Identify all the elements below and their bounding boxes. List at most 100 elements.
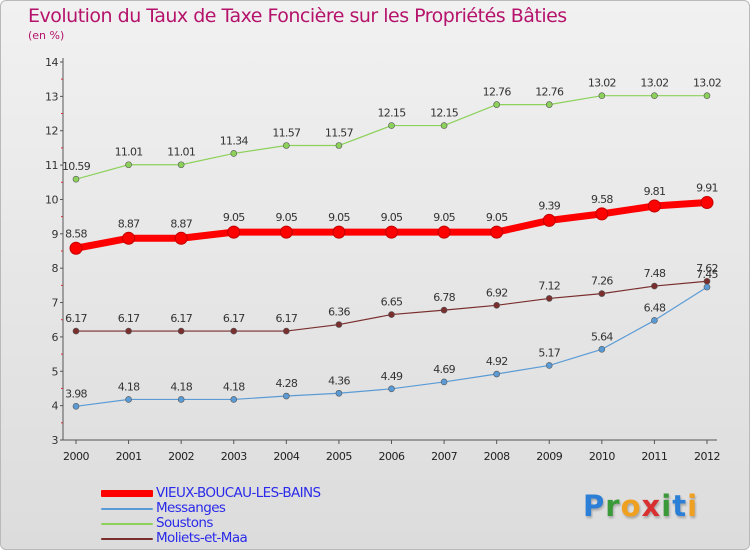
- data-label: 11.01: [115, 146, 143, 159]
- legend-item-moliets: Moliets-et-Maa: [101, 531, 401, 546]
- data-point: [651, 282, 658, 290]
- chart-subtitle: (en %): [28, 29, 65, 42]
- data-label: 6.65: [381, 296, 403, 309]
- data-point: [703, 92, 711, 99]
- data-point: [335, 142, 343, 149]
- data-point: [332, 225, 346, 239]
- data-point: [335, 321, 343, 328]
- data-point: [651, 92, 658, 99]
- data-point: [72, 403, 80, 410]
- data-label: 6.36: [328, 306, 350, 319]
- data-label: 6.17: [223, 312, 245, 325]
- data-point: [283, 392, 290, 400]
- data-label: 4.92: [486, 355, 508, 368]
- data-label: 12.15: [378, 107, 407, 120]
- data-point: [72, 175, 80, 183]
- data-point: [125, 327, 132, 335]
- data-point: [177, 161, 185, 169]
- data-point: [388, 311, 395, 318]
- chart-title: Evolution du Taux de Taxe Foncière sur l…: [28, 5, 567, 27]
- data-point: [647, 199, 661, 213]
- x-tick-label: 2007: [431, 450, 457, 463]
- data-label: 9.05: [275, 211, 297, 224]
- data-label: 4.18: [170, 380, 192, 393]
- data-label: 6.17: [170, 312, 192, 325]
- data-label: 8.58: [65, 227, 87, 240]
- data-label: 5.17: [538, 346, 560, 359]
- data-label: 7.26: [591, 275, 613, 288]
- y-tick-label: 9: [52, 228, 59, 241]
- legend-label: Messanges: [156, 500, 226, 516]
- logo-letter: t: [672, 489, 688, 523]
- data-label: 4.18: [223, 380, 245, 393]
- data-point: [69, 241, 83, 255]
- data-label: 6.17: [118, 312, 140, 325]
- data-point: [283, 142, 290, 149]
- legend-item-soustons: Soustons: [101, 516, 401, 531]
- legend-item-vieux-boucau: VIEUX-BOUCAU-LES-BAINS: [101, 486, 401, 501]
- data-label: 9.05: [328, 211, 350, 224]
- data-label: 11.57: [272, 127, 301, 140]
- data-point: [122, 231, 136, 245]
- data-label: 13.02: [588, 77, 616, 90]
- data-label: 6.92: [486, 286, 508, 299]
- data-label: 13.02: [640, 77, 668, 90]
- data-point: [177, 396, 185, 403]
- data-point: [125, 396, 132, 403]
- data-point: [230, 150, 238, 157]
- data-point: [388, 122, 395, 129]
- data-point: [279, 225, 293, 239]
- data-point: [542, 213, 556, 227]
- data-point: [598, 290, 606, 297]
- data-label: 4.69: [433, 363, 455, 376]
- data-label: 7.45: [696, 268, 718, 281]
- logo-letter: o: [620, 489, 642, 523]
- data-point: [545, 362, 553, 369]
- x-tick-label: 2010: [589, 450, 615, 463]
- data-point: [595, 207, 609, 221]
- data-label: 12.76: [483, 86, 512, 99]
- data-label: 9.05: [381, 211, 403, 224]
- y-tick-label: 8: [52, 262, 59, 275]
- data-point: [440, 306, 448, 314]
- y-tick-label: 3: [52, 434, 59, 447]
- x-tick-label: 2009: [536, 450, 562, 463]
- x-tick-label: 2000: [63, 450, 89, 463]
- legend-label: Moliets-et-Maa: [156, 530, 248, 546]
- y-tick-label: 10: [45, 193, 58, 206]
- data-label: 7.48: [644, 267, 666, 280]
- data-point: [490, 225, 504, 239]
- data-point: [598, 345, 606, 353]
- legend-item-messanges: Messanges: [101, 501, 401, 516]
- y-tick-label: 11: [45, 159, 58, 172]
- data-point: [493, 101, 500, 108]
- logo-letter: x: [641, 489, 662, 523]
- data-label: 8.87: [118, 217, 140, 230]
- data-label: 9.05: [433, 211, 455, 224]
- data-label: 5.64: [591, 330, 613, 343]
- data-point: [598, 92, 606, 99]
- data-point: [700, 196, 714, 210]
- logo-letter: i: [661, 489, 673, 523]
- data-label: 4.36: [328, 374, 350, 387]
- y-tick-label: 5: [52, 365, 59, 378]
- data-point: [545, 101, 553, 108]
- data-label: 3.98: [65, 387, 87, 400]
- data-label: 8.87: [170, 217, 192, 230]
- y-tick-label: 7: [52, 297, 59, 310]
- data-point: [72, 327, 80, 335]
- legend-label: Soustons: [156, 515, 213, 531]
- y-tick-label: 12: [45, 125, 58, 138]
- data-point: [385, 225, 398, 239]
- y-tick-label: 13: [45, 90, 58, 103]
- x-tick-label: 2005: [326, 450, 352, 463]
- x-tick-label: 2001: [116, 450, 142, 463]
- data-point: [174, 231, 188, 245]
- data-label: 7.62: [696, 262, 718, 275]
- y-tick-label: 6: [52, 331, 59, 344]
- legend-swatch: [101, 490, 153, 497]
- data-point: [125, 161, 132, 169]
- x-tick-label: 2006: [379, 450, 405, 463]
- data-label: 9.81: [644, 185, 666, 198]
